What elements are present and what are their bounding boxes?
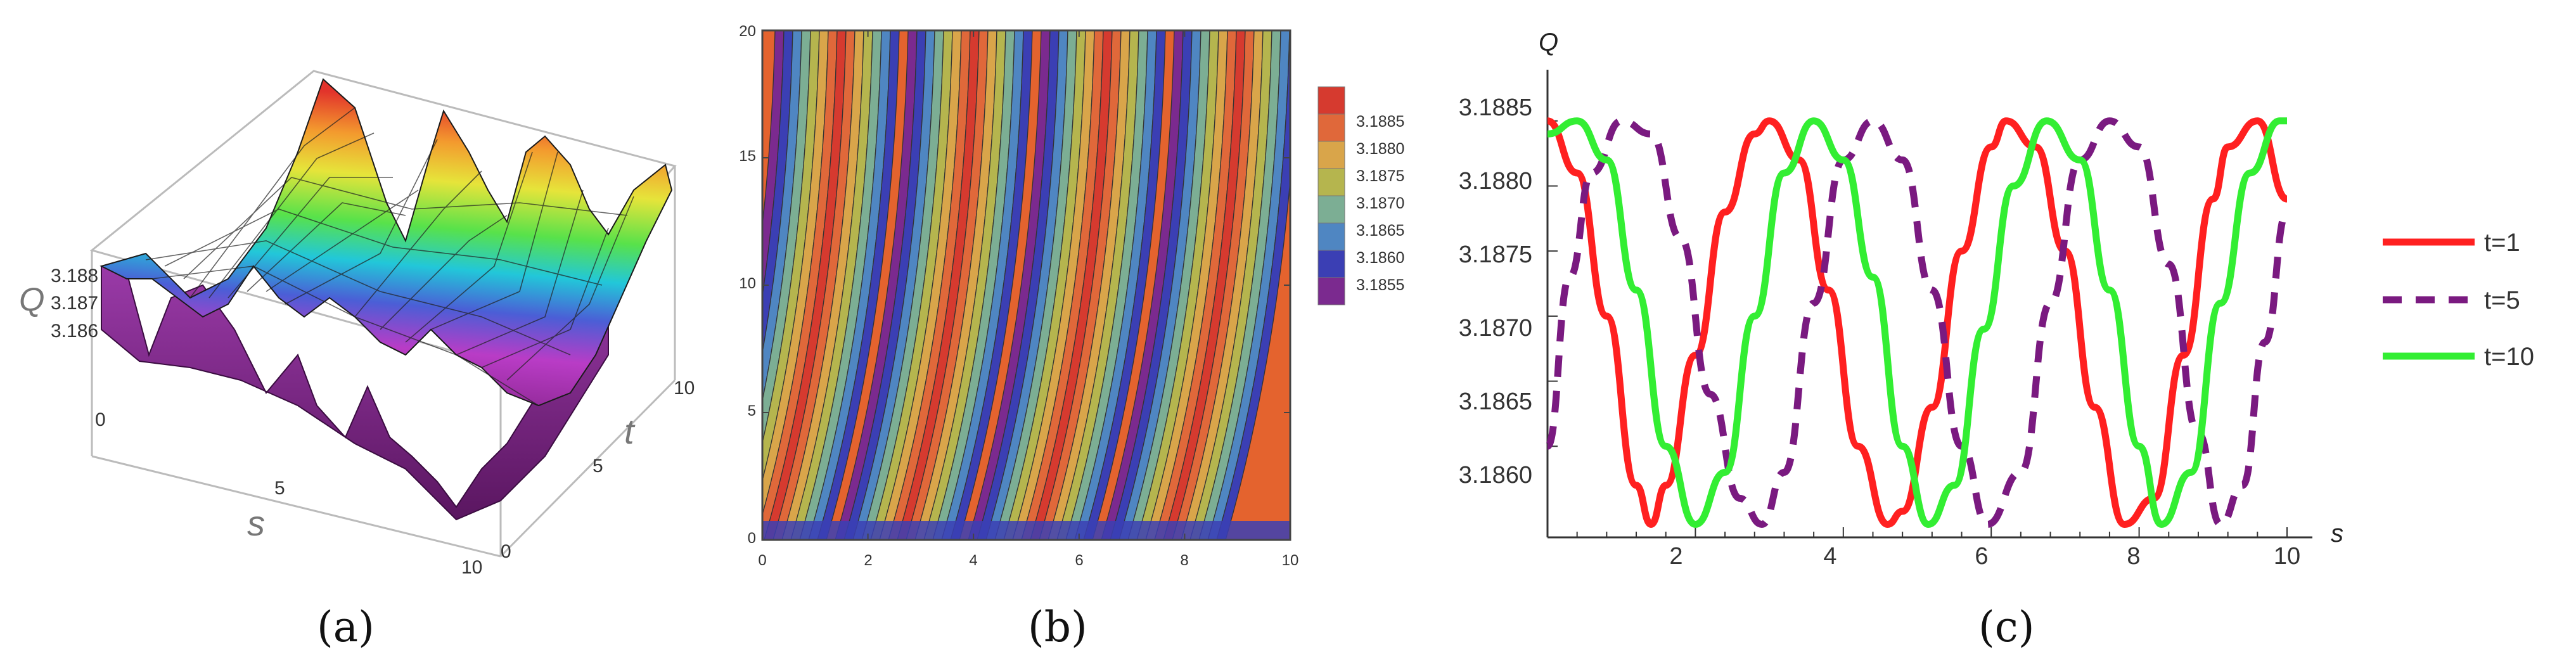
contour-band <box>1216 30 1290 540</box>
t-tick-label: 5 <box>593 456 603 477</box>
panel-label-a: (a) <box>317 603 375 651</box>
legend-level-label: 3.1880 <box>1356 140 1404 158</box>
series-line-t5 <box>1544 117 2290 528</box>
legend-label: t=10 <box>2484 343 2534 371</box>
legend-color-cell <box>1317 113 1345 142</box>
y-tick-label: 3.1865 <box>1459 388 1532 415</box>
y-tick-label: 5 <box>748 402 756 419</box>
s-tick-label: 0 <box>95 409 106 430</box>
z-tick-label: 3.187 <box>51 293 98 314</box>
legend-level-label: 3.1875 <box>1356 167 1404 185</box>
y-tick-label: 20 <box>739 23 756 40</box>
x-tick-label: 8 <box>1180 552 1188 569</box>
x-tick-label: 0 <box>758 552 766 569</box>
t-tick-label: 0 <box>501 541 511 562</box>
legend-color-cell <box>1317 195 1345 224</box>
x-tick-label: 10 <box>2274 543 2300 570</box>
series-line-t1 <box>1546 117 2288 528</box>
legend-color-cell <box>1317 222 1345 251</box>
contour-bottom-strip <box>762 521 1290 540</box>
z-tick-label: 3.188 <box>51 266 98 286</box>
line-chart-axes <box>1546 70 2312 539</box>
y-tick-label: 3.1875 <box>1459 241 1532 268</box>
surface-low-region <box>101 264 609 521</box>
series-line-t10 <box>1547 117 2287 528</box>
contour-axes <box>762 30 1291 541</box>
z-tick-label: 3.186 <box>51 321 98 342</box>
t-axis-label: t <box>624 411 636 451</box>
y-tick-label: 3.1885 <box>1459 94 1532 121</box>
contour-band <box>817 30 900 540</box>
legend-level-label: 3.1885 <box>1356 113 1404 131</box>
panel-label-c: (c) <box>1978 603 2034 651</box>
legend-level-label: 3.1860 <box>1356 249 1404 267</box>
legend-level-label: 3.1870 <box>1356 195 1404 212</box>
x-tick-label: 2 <box>1669 543 1682 570</box>
legend-label: t=1 <box>2484 229 2520 257</box>
line-chart-series <box>1544 117 2290 528</box>
legend-color-cell <box>1317 277 1345 305</box>
x-axis-label: s <box>2331 520 2343 548</box>
legend-level-label: 3.1855 <box>1356 276 1404 294</box>
x-tick-label: 4 <box>1823 543 1836 570</box>
legend-label: t=5 <box>2484 286 2520 314</box>
s-tick-label: 5 <box>274 478 285 499</box>
legend-color-cell <box>1317 141 1345 169</box>
s-tick-label: 10 <box>461 557 482 578</box>
y-tick-label: 3.1880 <box>1459 168 1532 195</box>
legend-color-cell <box>1317 250 1345 278</box>
line-chart-legend: t=1 t=5 t=10 <box>2383 229 2534 371</box>
panel-c: Q s 3.1885 3.1880 3.1875 3.1870 3.1865 3… <box>1459 29 2534 651</box>
legend-color-cell <box>1317 86 1345 115</box>
x-tick-label: 4 <box>969 552 977 569</box>
x-tick-label: 2 <box>864 552 872 569</box>
panel-b: 0 5 10 15 20 0 2 4 6 8 10 3.1885 3.1880 … <box>739 23 1404 651</box>
s-axis-label: s <box>247 503 265 543</box>
legend-color-cell <box>1317 168 1345 196</box>
y-tick-label: 10 <box>739 275 756 292</box>
y-tick-label: 15 <box>739 148 756 165</box>
panel-a: 3.188 3.187 3.186 Q 0 5 10 s 0 5 10 t (a… <box>19 70 695 651</box>
z-axis-label: Q <box>19 281 44 318</box>
surface-mesh <box>145 107 634 406</box>
panel-label-b: (b) <box>1028 603 1087 651</box>
y-tick-label: 3.1860 <box>1459 462 1532 489</box>
contour-band <box>1083 30 1166 540</box>
x-tick-label: 10 <box>1282 552 1299 569</box>
t-tick-label: 10 <box>674 378 695 399</box>
y-tick-label: 0 <box>748 530 756 547</box>
x-tick-label: 6 <box>1075 552 1083 569</box>
x-tick-label: 8 <box>2127 543 2140 570</box>
contour-color-legend: 3.1885 3.1880 3.1875 3.1870 3.1865 3.186… <box>1317 86 1404 305</box>
contour-band <box>950 30 1033 540</box>
y-axis-label: Q <box>1539 29 1558 56</box>
y-tick-label: 3.1870 <box>1459 315 1532 342</box>
legend-level-label: 3.1865 <box>1356 222 1404 240</box>
x-tick-label: 6 <box>1975 543 1988 570</box>
contour-bands <box>762 30 1290 540</box>
